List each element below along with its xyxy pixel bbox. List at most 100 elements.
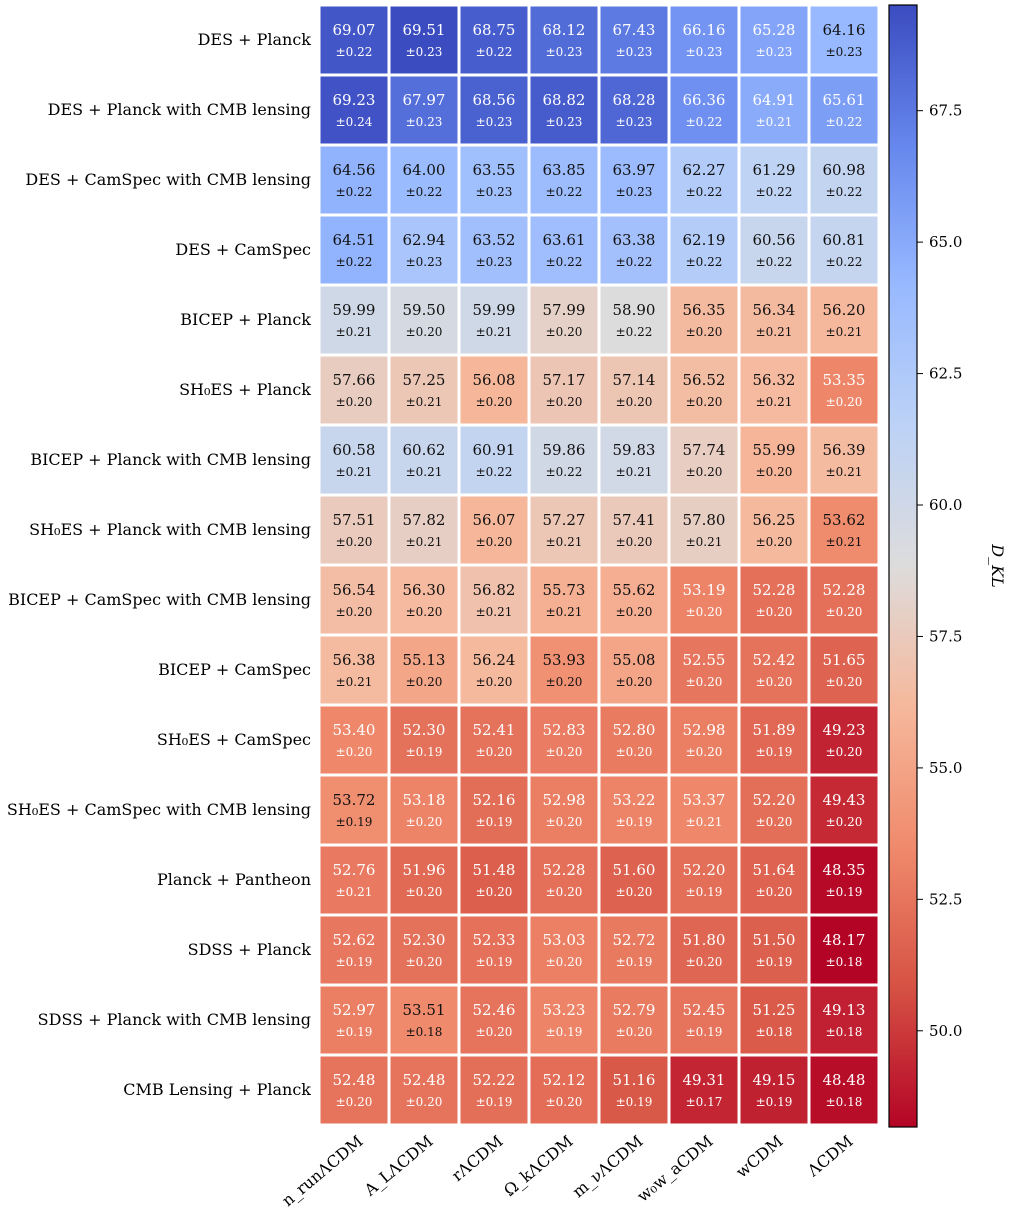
cell-value: 49.43 [823, 791, 866, 809]
cell-error: ±0.21 [756, 395, 793, 409]
cell-error: ±0.20 [686, 395, 723, 409]
heatmap-cell [600, 566, 668, 634]
cell-value: 64.16 [823, 21, 866, 39]
cell-error: ±0.20 [476, 885, 513, 899]
heatmap-cell [670, 286, 738, 354]
cell-value: 52.76 [333, 861, 376, 879]
cell-value: 52.22 [473, 1071, 516, 1089]
heatmap-cell [530, 566, 598, 634]
heatmap-cell [600, 1056, 668, 1124]
heatmap-cell [670, 496, 738, 564]
cell-value: 55.73 [543, 581, 586, 599]
heatmap-cell [320, 636, 388, 704]
heatmap-cell [390, 1056, 458, 1124]
heatmap-cell [740, 76, 808, 144]
cell-error: ±0.20 [616, 745, 653, 759]
heatmap-cell [320, 356, 388, 424]
cell-error: ±0.20 [476, 745, 513, 759]
cell-value: 61.29 [753, 161, 796, 179]
cell-error: ±0.21 [826, 325, 863, 339]
cell-error: ±0.20 [406, 675, 443, 689]
heatmap-cell [530, 986, 598, 1054]
cell-value: 52.72 [613, 931, 656, 949]
cell-value: 57.74 [683, 441, 726, 459]
cell-error: ±0.20 [756, 465, 793, 479]
heatmap-cell [460, 1056, 528, 1124]
cell-value: 62.94 [403, 231, 446, 249]
cell-value: 57.51 [333, 511, 376, 529]
cell-error: ±0.20 [616, 885, 653, 899]
cell-error: ±0.19 [336, 955, 373, 969]
heatmap-cell [810, 706, 878, 774]
heatmap-cell [670, 706, 738, 774]
cell-value: 57.17 [543, 371, 586, 389]
colorbar-tick-label: 55.0 [929, 759, 962, 777]
heatmap-cell [390, 636, 458, 704]
cell-value: 52.79 [613, 1001, 656, 1019]
heatmap-cell [600, 6, 668, 74]
cell-value: 53.62 [823, 511, 866, 529]
cell-value: 60.56 [753, 231, 796, 249]
heatmap-cell [670, 636, 738, 704]
heatmap-cell [810, 776, 878, 844]
heatmap-cell [530, 146, 598, 214]
heatmap-cell [740, 566, 808, 634]
cell-value: 59.86 [543, 441, 586, 459]
cell-value: 57.14 [613, 371, 656, 389]
cell-error: ±0.20 [406, 955, 443, 969]
cell-value: 60.81 [823, 231, 866, 249]
colorbar-tick-label: 65.0 [929, 233, 962, 251]
cell-error: ±0.19 [616, 1095, 653, 1109]
row-label: Planck + Pantheon [157, 870, 311, 889]
cell-value: 52.16 [473, 791, 516, 809]
cell-value: 69.23 [333, 91, 376, 109]
row-labels: DES + Planck DES + Planck with CMB lensin… [7, 30, 311, 1099]
heatmap-cell [320, 216, 388, 284]
cell-error: ±0.23 [406, 45, 443, 59]
row-label: BICEP + Planck [180, 310, 311, 329]
cell-value: 51.80 [683, 931, 726, 949]
heatmap-cell [390, 496, 458, 564]
heatmap-cell [460, 6, 528, 74]
heatmap-cell [740, 1056, 808, 1124]
cell-value: 63.55 [473, 161, 516, 179]
cell-value: 53.19 [683, 581, 726, 599]
cell-error: ±0.23 [826, 45, 863, 59]
cell-error: ±0.20 [476, 395, 513, 409]
cell-error: ±0.19 [616, 815, 653, 829]
heatmap-cell [460, 706, 528, 774]
heatmap-cell [740, 916, 808, 984]
cell-value: 53.40 [333, 721, 376, 739]
cell-value: 63.52 [473, 231, 516, 249]
cell-error: ±0.20 [826, 395, 863, 409]
cell-error: ±0.18 [826, 1095, 863, 1109]
cell-error: ±0.21 [336, 465, 373, 479]
heatmap-cell [670, 216, 738, 284]
heatmap-cell [460, 496, 528, 564]
heatmap-cell [460, 356, 528, 424]
cell-value: 52.28 [543, 861, 586, 879]
cell-error: ±0.20 [546, 885, 583, 899]
cell-error: ±0.22 [826, 185, 863, 199]
cell-error: ±0.19 [476, 955, 513, 969]
heatmap-cell [670, 6, 738, 74]
heatmap-cell [530, 496, 598, 564]
cell-error: ±0.20 [336, 395, 373, 409]
heatmap-cell [530, 776, 598, 844]
cell-value: 63.97 [613, 161, 656, 179]
heatmap-cell [670, 566, 738, 634]
cell-error: ±0.20 [546, 815, 583, 829]
cell-error: ±0.20 [336, 605, 373, 619]
cell-value: 51.89 [753, 721, 796, 739]
cell-error: ±0.21 [336, 885, 373, 899]
cell-value: 64.00 [403, 161, 446, 179]
colorbar-gradient [888, 4, 918, 1128]
colorbar-tick-label: 52.5 [929, 890, 962, 908]
heatmap-cell [320, 6, 388, 74]
colorbar-ticks: 50.0 52.5 55.0 57.5 60.0 62.5 65.0 67.5 [917, 102, 962, 1040]
cell-value: 57.66 [333, 371, 376, 389]
cell-value: 62.27 [683, 161, 726, 179]
cell-error: ±0.20 [546, 745, 583, 759]
cell-error: ±0.20 [756, 605, 793, 619]
